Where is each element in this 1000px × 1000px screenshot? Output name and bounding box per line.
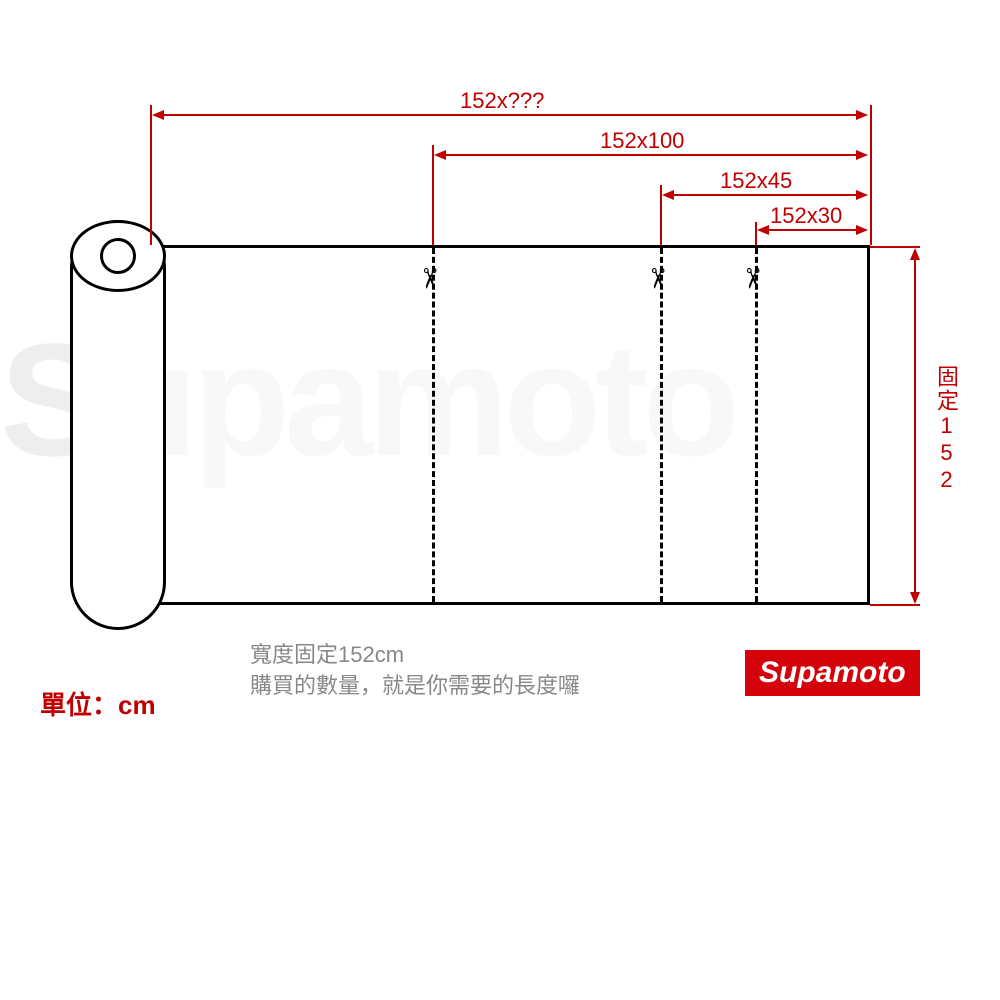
arrow-right-icon (856, 150, 868, 160)
arrow-left-icon (757, 225, 769, 235)
arrow-left-icon (152, 110, 164, 120)
dim-line-1 (162, 114, 858, 116)
arrow-right-icon (856, 225, 868, 235)
cut-line-3 (755, 248, 758, 602)
note-text: 寬度固定152cm 購買的數量，就是你需要的長度囉 (250, 640, 580, 702)
scissors-icon: ✂ (413, 267, 446, 290)
dim-label-2: 152x100 (600, 128, 684, 154)
arrow-left-icon (434, 150, 446, 160)
dim-label-right: 固定152 (930, 365, 962, 494)
arrow-down-icon (910, 592, 920, 604)
unit-label: 單位：cm (40, 685, 156, 722)
brand-badge: Supamoto (745, 650, 920, 696)
cut-line-2 (660, 248, 663, 602)
dim-line-4 (767, 229, 858, 231)
ext-line (870, 105, 872, 245)
dim-line-2 (444, 154, 858, 156)
dim-label-1: 152x??? (460, 88, 544, 114)
dim-line-right (914, 258, 916, 594)
ext-line (150, 105, 152, 245)
ext-line (432, 145, 434, 245)
arrow-right-icon (856, 190, 868, 200)
arrow-left-icon (662, 190, 674, 200)
arrow-right-icon (856, 110, 868, 120)
dim-line-3 (672, 194, 858, 196)
arrow-up-icon (910, 248, 920, 260)
cut-line-1 (432, 248, 435, 602)
scissors-icon: ✂ (641, 267, 674, 290)
roll-hole (100, 238, 136, 274)
scissors-icon: ✂ (736, 267, 769, 290)
note-line-1: 寬度固定152cm (250, 642, 404, 667)
note-line-2: 購買的數量，就是你需要的長度囉 (250, 673, 580, 698)
dim-label-4: 152x30 (770, 203, 842, 229)
sheet-rect (150, 245, 870, 605)
dim-label-3: 152x45 (720, 168, 792, 194)
diagram-stage: ✂ ✂ ✂ 152x??? 152x100 152x45 152x30 固定15… (0, 0, 1000, 1000)
ext-line-h (870, 604, 920, 606)
